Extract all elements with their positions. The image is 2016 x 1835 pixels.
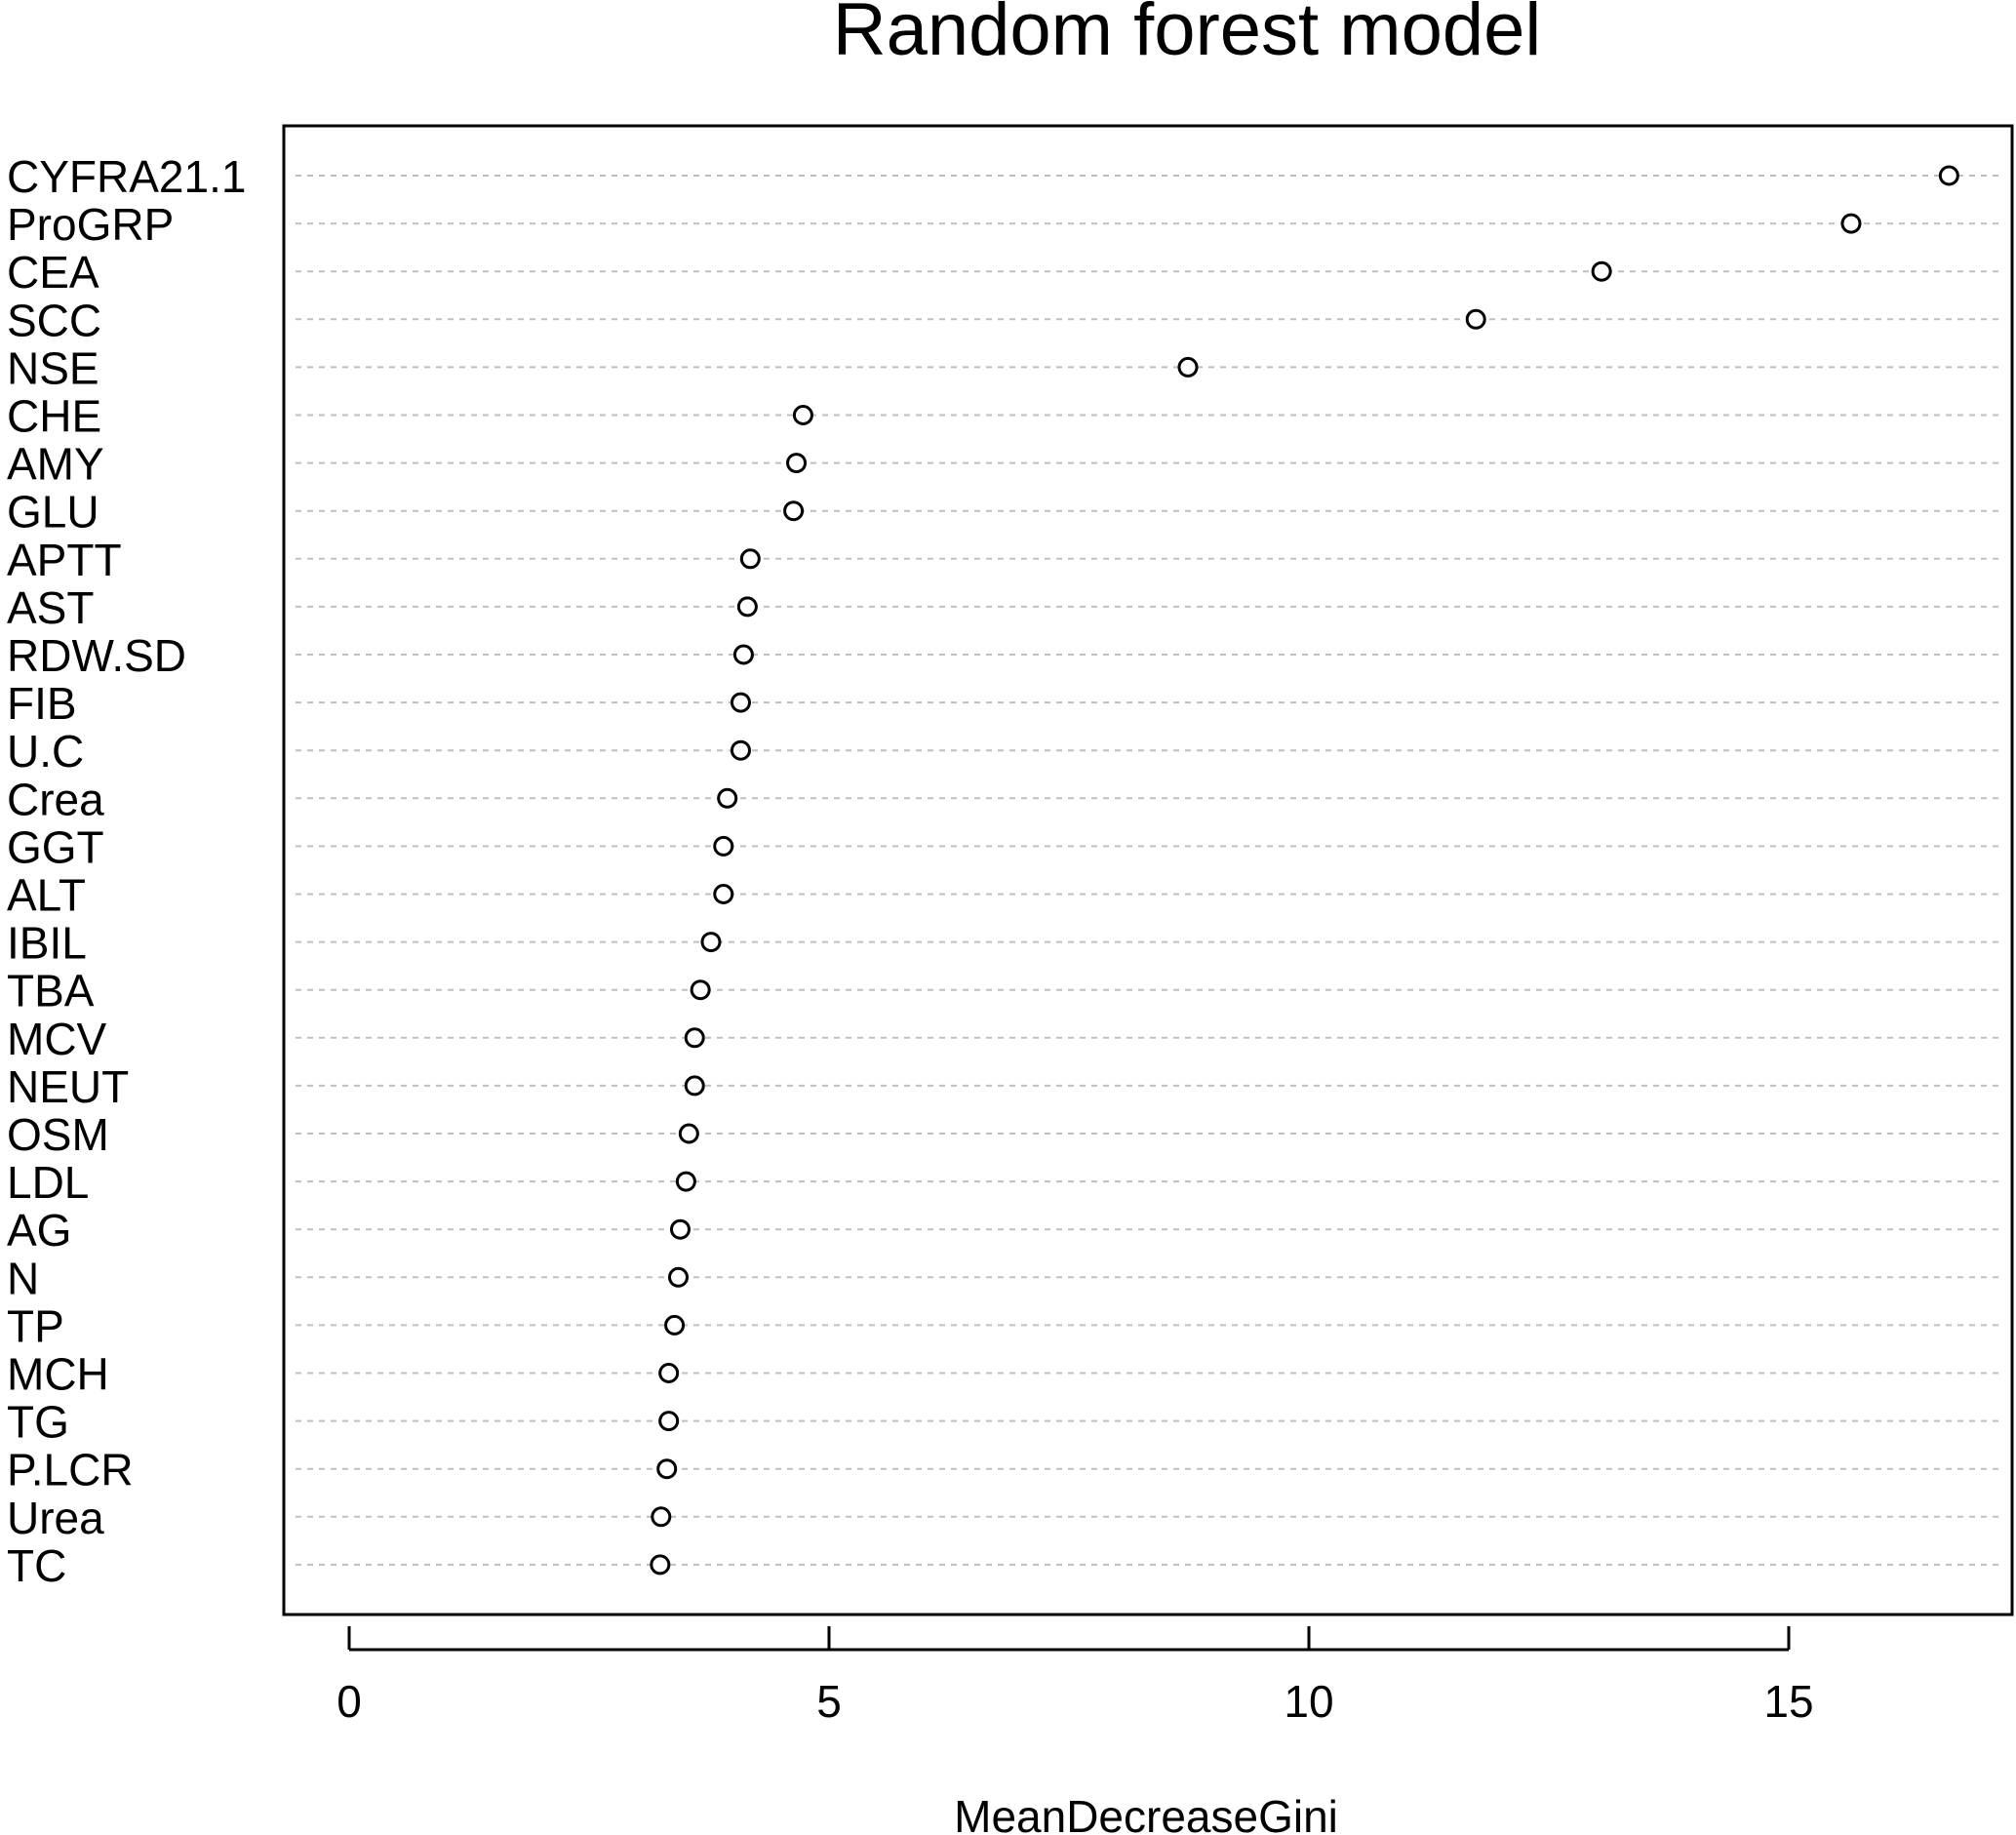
data-point bbox=[675, 1171, 696, 1192]
category-label: TC bbox=[7, 1540, 66, 1591]
data-point bbox=[783, 500, 805, 522]
category-label: TP bbox=[7, 1300, 64, 1351]
category-label: MCV bbox=[7, 1014, 107, 1064]
data-point bbox=[668, 1266, 690, 1288]
category-label: MCH bbox=[7, 1349, 109, 1400]
category-label: AMY bbox=[7, 439, 104, 490]
category-label: APTT bbox=[7, 535, 122, 585]
data-point bbox=[730, 692, 751, 713]
x-tick-label: 5 bbox=[816, 1676, 842, 1727]
data-point bbox=[792, 405, 813, 425]
data-point bbox=[732, 644, 754, 665]
category-label: NSE bbox=[7, 342, 99, 393]
x-axis: 0 5 10 15 bbox=[336, 1626, 1814, 1727]
category-label: GLU bbox=[7, 487, 99, 538]
data-point bbox=[650, 1554, 671, 1576]
data-point bbox=[700, 932, 722, 953]
category-label: LDL bbox=[7, 1157, 89, 1208]
x-tick-label: 10 bbox=[1284, 1676, 1333, 1727]
data-point bbox=[1840, 213, 1862, 234]
category-label: GGT bbox=[7, 821, 104, 872]
category-label: AST bbox=[7, 582, 94, 633]
data-point bbox=[651, 1506, 672, 1528]
data-point bbox=[678, 1123, 699, 1144]
data-point bbox=[690, 979, 711, 1001]
data-point bbox=[739, 548, 761, 570]
category-label: CYFRA21.1 bbox=[7, 151, 246, 202]
data-point bbox=[786, 453, 808, 474]
category-label: CEA bbox=[7, 247, 99, 298]
data-point bbox=[730, 739, 751, 761]
data-points bbox=[650, 165, 1959, 1576]
category-label: FIB bbox=[7, 678, 77, 729]
category-label: TG bbox=[7, 1397, 69, 1448]
data-point bbox=[1465, 308, 1486, 330]
x-tick-label: 15 bbox=[1763, 1676, 1813, 1727]
category-label: ALT bbox=[7, 870, 86, 921]
chart-title: Random forest model bbox=[833, 0, 1542, 71]
category-label: TBA bbox=[7, 966, 95, 1017]
category-label: P.LCR bbox=[7, 1445, 134, 1496]
data-point bbox=[736, 596, 758, 618]
data-point bbox=[713, 835, 734, 857]
category-label: NEUT bbox=[7, 1061, 129, 1112]
category-label: N bbox=[7, 1253, 39, 1303]
category-label: Crea bbox=[7, 774, 104, 824]
category-label: CHE bbox=[7, 391, 101, 442]
category-label: OSM bbox=[7, 1109, 109, 1160]
category-label: Urea bbox=[7, 1493, 104, 1543]
x-tick-label: 0 bbox=[336, 1676, 362, 1727]
data-point bbox=[1938, 165, 1959, 186]
data-point bbox=[658, 1363, 680, 1383]
gridlines bbox=[296, 175, 2000, 1566]
category-labels: CYFRA21.1ProGRPCEASCCNSECHEAMYGLUAPTTAST… bbox=[7, 151, 246, 1591]
data-point bbox=[713, 884, 734, 904]
data-point bbox=[656, 1458, 678, 1480]
data-point bbox=[669, 1218, 691, 1240]
data-point bbox=[1177, 356, 1199, 378]
data-point bbox=[658, 1411, 680, 1432]
data-point bbox=[717, 787, 738, 809]
data-point bbox=[684, 1027, 705, 1049]
category-label: U.C bbox=[7, 726, 84, 777]
data-point bbox=[1591, 260, 1612, 282]
category-label: IBIL bbox=[7, 918, 87, 969]
category-label: SCC bbox=[7, 295, 101, 345]
category-label: ProGRP bbox=[7, 199, 174, 250]
category-label: AG bbox=[7, 1205, 71, 1256]
x-axis-label: MeanDecreaseGini bbox=[954, 1791, 1338, 1835]
plot-frame bbox=[282, 124, 2014, 1616]
data-point bbox=[664, 1314, 686, 1336]
data-point bbox=[684, 1075, 705, 1097]
category-label: RDW.SD bbox=[7, 630, 186, 681]
